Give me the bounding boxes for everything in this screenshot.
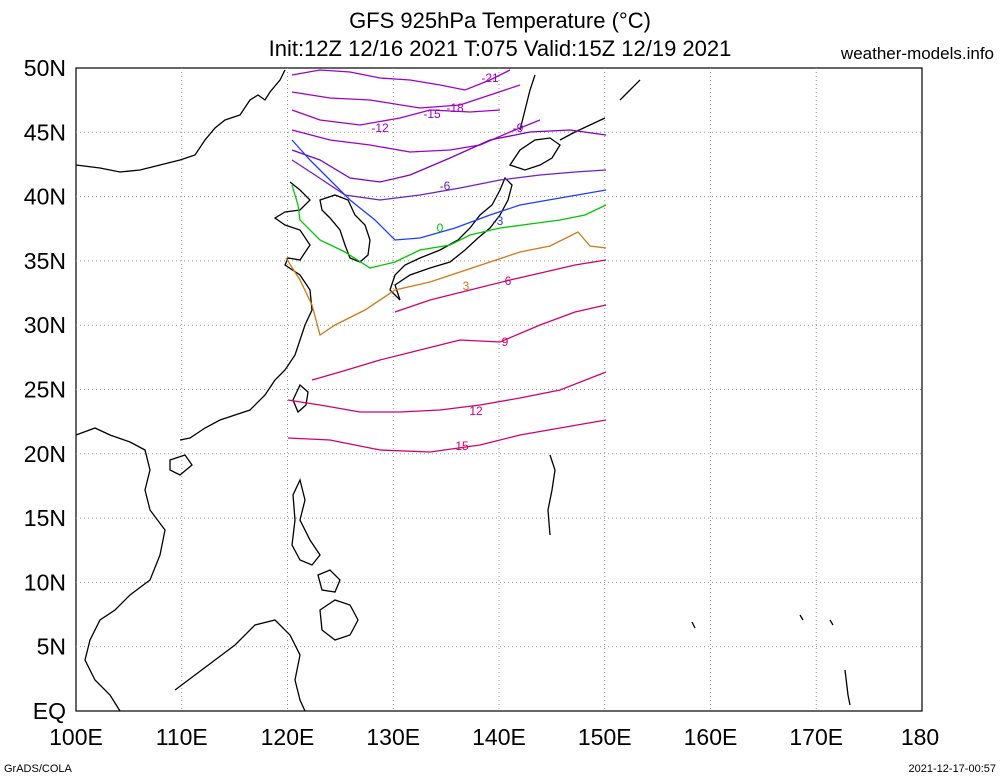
contour-line (291, 119, 541, 153)
coast-islands (547, 454, 851, 706)
footer-timestamp: 2021-12-17-00:57 (908, 763, 996, 775)
coast-taiwan (292, 383, 309, 414)
lat-tick-label: 5N (37, 634, 66, 660)
coast-borneo (174, 619, 306, 712)
contour-line (311, 304, 607, 381)
lon-tick-label: 180 (901, 724, 939, 750)
contour-label: 12 (469, 404, 483, 418)
lat-tick-label: 30N (24, 312, 66, 338)
contour-line (285, 231, 607, 337)
contour-label: -3 (493, 214, 504, 228)
coast-northeast-asia (75, 69, 286, 173)
contour-line (291, 184, 607, 269)
lat-tick-label: 10N (24, 569, 66, 595)
lon-tick-label: 110E (156, 724, 208, 750)
contour-label: 9 (502, 335, 509, 349)
lon-tick-label: 160E (684, 724, 738, 750)
lon-tick-label: 100E (49, 724, 103, 750)
temperature-contours (285, 69, 607, 453)
lat-tick-label: EQ (33, 698, 66, 724)
contour-label: -12 (371, 121, 389, 135)
site-name: weather-models.info (840, 44, 994, 63)
contour-label: -15 (423, 107, 441, 121)
coast-japan-honshu (389, 176, 513, 301)
lat-tick-label: 40N (24, 184, 66, 210)
lat-tick-label: 25N (24, 377, 66, 403)
contour-label: -18 (446, 101, 464, 115)
coast-luzon (291, 478, 321, 566)
lat-tick-label: 45N (24, 119, 66, 145)
footer-credit: GrADS/COLA (4, 763, 72, 775)
lon-tick-label: 120E (261, 724, 315, 750)
chart-title: GFS 925hPa Temperature (°C) (349, 8, 651, 33)
contour-label: 0 (437, 221, 444, 235)
lon-tick-label: 140E (472, 724, 526, 750)
coastlines (75, 69, 851, 712)
coast-japan-hokkaido (508, 137, 561, 171)
lon-tick-label: 150E (578, 724, 632, 750)
lon-tick-label: 170E (789, 724, 843, 750)
contour-line (291, 69, 511, 91)
contour-line (287, 371, 607, 413)
contour-label: 6 (505, 274, 512, 288)
contour-label: -9 (513, 121, 524, 135)
grid-lines (76, 68, 922, 711)
contour-line (394, 259, 607, 313)
coast-hainan (169, 454, 193, 476)
coast-china-north (179, 181, 313, 441)
contour-line (291, 84, 521, 109)
coast-mindanao (319, 599, 359, 641)
lat-tick-label: 15N (24, 505, 66, 531)
contour-labels: -21 -18 -15 -12 -9 -6 -3 0 3 6 9 12 15 (371, 71, 523, 453)
contour-line (287, 419, 607, 453)
contour-label: -6 (440, 179, 451, 193)
lat-tick-label: 20N (24, 441, 66, 467)
contour-line (291, 139, 607, 241)
coast-korea (319, 194, 371, 263)
coast-indochina (75, 427, 166, 712)
coast-sakhalin (519, 74, 641, 141)
lon-tick-label: 130E (366, 724, 420, 750)
contour-line (291, 159, 607, 201)
contour-line (291, 109, 501, 126)
contour-label: -21 (481, 71, 499, 85)
contour-label: 3 (463, 279, 470, 293)
coast-visayas (317, 569, 341, 593)
lat-tick-label: 50N (24, 55, 66, 81)
contour-label: 15 (455, 439, 469, 453)
lat-tick-label: 35N (24, 248, 66, 274)
contour-line (291, 129, 607, 183)
chart-subtitle: Init:12Z 12/16 2021 T:075 Valid:15Z 12/1… (268, 36, 732, 61)
